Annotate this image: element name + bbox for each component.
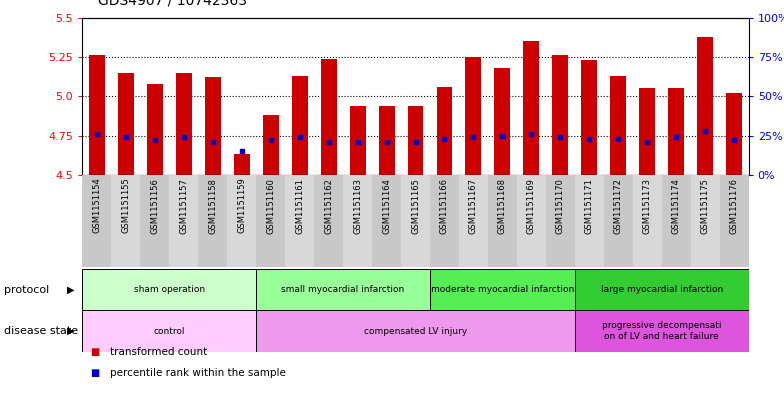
Text: GSM1151171: GSM1151171: [585, 178, 593, 233]
Text: GSM1151170: GSM1151170: [556, 178, 565, 233]
Bar: [82, 310, 256, 352]
Bar: [111, 175, 140, 267]
Bar: [147, 84, 163, 175]
Bar: [546, 175, 575, 267]
Bar: [697, 37, 713, 175]
Bar: [408, 106, 423, 175]
Bar: [343, 175, 372, 267]
Text: GSM1151162: GSM1151162: [324, 178, 333, 233]
Bar: [169, 175, 198, 267]
Bar: [517, 175, 546, 267]
Text: GSM1151176: GSM1151176: [730, 178, 739, 234]
Bar: [263, 115, 278, 175]
Text: GSM1151173: GSM1151173: [643, 178, 652, 234]
Text: GSM1151163: GSM1151163: [353, 178, 362, 234]
Bar: [633, 175, 662, 267]
Text: small myocardial infarction: small myocardial infarction: [281, 285, 405, 294]
Bar: [575, 269, 749, 310]
Bar: [379, 106, 394, 175]
Bar: [256, 269, 430, 310]
Bar: [726, 93, 742, 175]
Bar: [639, 88, 655, 175]
Bar: [198, 175, 227, 267]
Text: GSM1151160: GSM1151160: [266, 178, 275, 233]
Bar: [314, 175, 343, 267]
Bar: [604, 175, 633, 267]
Text: protocol: protocol: [4, 285, 49, 295]
Bar: [321, 59, 336, 175]
Text: GSM1151165: GSM1151165: [411, 178, 420, 233]
Bar: [118, 73, 134, 175]
Text: control: control: [154, 327, 185, 336]
Bar: [466, 57, 481, 175]
Bar: [611, 76, 626, 175]
Bar: [495, 68, 510, 175]
Bar: [553, 55, 568, 175]
Text: GSM1151167: GSM1151167: [469, 178, 478, 234]
Bar: [140, 175, 169, 267]
Bar: [437, 87, 452, 175]
Text: ▶: ▶: [67, 326, 74, 336]
Bar: [176, 73, 192, 175]
Bar: [430, 175, 459, 267]
Text: large myocardial infarction: large myocardial infarction: [601, 285, 723, 294]
Bar: [285, 175, 314, 267]
Text: ▶: ▶: [67, 285, 74, 295]
Text: moderate myocardial infarction: moderate myocardial infarction: [431, 285, 574, 294]
Text: GSM1151161: GSM1151161: [295, 178, 304, 233]
Bar: [430, 269, 575, 310]
Bar: [488, 175, 517, 267]
Bar: [205, 77, 220, 175]
Bar: [89, 55, 105, 175]
Text: compensated LV injury: compensated LV injury: [364, 327, 467, 336]
Bar: [691, 175, 720, 267]
Bar: [459, 175, 488, 267]
Text: GSM1151157: GSM1151157: [180, 178, 188, 233]
Text: percentile rank within the sample: percentile rank within the sample: [110, 368, 285, 378]
Bar: [227, 175, 256, 267]
Bar: [575, 175, 604, 267]
Bar: [720, 175, 749, 267]
Text: ■: ■: [90, 368, 100, 378]
Text: GSM1151158: GSM1151158: [209, 178, 217, 233]
Text: GSM1151155: GSM1151155: [122, 178, 130, 233]
Text: disease state: disease state: [4, 326, 78, 336]
Text: GSM1151154: GSM1151154: [93, 178, 101, 233]
Text: progressive decompensati
on of LV and heart failure: progressive decompensati on of LV and he…: [602, 321, 721, 341]
Bar: [82, 269, 256, 310]
Text: transformed count: transformed count: [110, 347, 207, 357]
Text: GSM1151175: GSM1151175: [701, 178, 710, 233]
Bar: [256, 175, 285, 267]
Bar: [372, 175, 401, 267]
Bar: [582, 60, 597, 175]
Bar: [82, 175, 111, 267]
Bar: [575, 310, 749, 352]
Bar: [292, 76, 307, 175]
Text: GSM1151172: GSM1151172: [614, 178, 622, 233]
Bar: [662, 175, 691, 267]
Bar: [668, 88, 684, 175]
Text: GSM1151164: GSM1151164: [382, 178, 391, 233]
Text: GDS4907 / 10742363: GDS4907 / 10742363: [98, 0, 247, 8]
Text: sham operation: sham operation: [134, 285, 205, 294]
Text: ■: ■: [90, 347, 100, 357]
Text: GSM1151159: GSM1151159: [238, 178, 246, 233]
Bar: [256, 310, 575, 352]
Text: GSM1151174: GSM1151174: [672, 178, 681, 233]
Text: GSM1151169: GSM1151169: [527, 178, 536, 233]
Bar: [350, 106, 365, 175]
Bar: [234, 154, 249, 175]
Text: GSM1151156: GSM1151156: [151, 178, 159, 233]
Text: GSM1151166: GSM1151166: [440, 178, 449, 234]
Bar: [401, 175, 430, 267]
Bar: [524, 41, 539, 175]
Text: GSM1151168: GSM1151168: [498, 178, 507, 234]
